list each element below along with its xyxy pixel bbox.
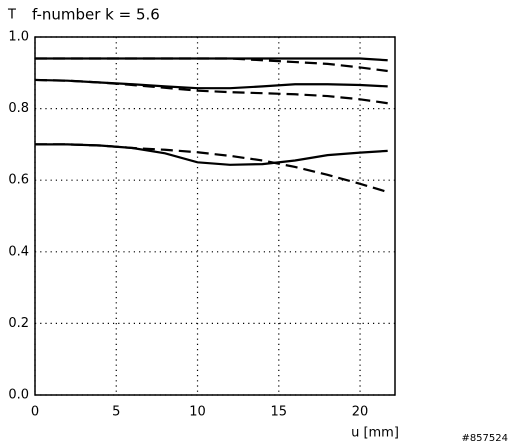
series-line — [34, 78, 388, 105]
series-line — [35, 57, 388, 73]
series-line — [35, 57, 388, 62]
x-tick-label: 20 — [352, 405, 369, 420]
series-line — [35, 143, 389, 194]
footer: #857524 — [461, 433, 508, 444]
y-tick-label: 0.2 — [8, 316, 29, 331]
y-axis-label: T — [7, 8, 16, 23]
y-tick-label: 1.0 — [8, 30, 29, 45]
x-tick-label: 15 — [271, 405, 288, 420]
x-tick-label: 5 — [112, 405, 120, 420]
series-line — [35, 143, 388, 166]
y-tick-label: 0.6 — [8, 173, 29, 188]
x-tick-label: 10 — [189, 405, 206, 420]
plot-frame — [34, 36, 396, 396]
series-line — [34, 78, 388, 90]
y-tick-label: 0.0 — [8, 388, 29, 403]
y-tick-label: 0.8 — [8, 101, 29, 116]
y-tick-label: 0.4 — [8, 244, 29, 259]
x-tick-label: 0 — [31, 405, 39, 420]
chart-title: f-number k = 5.6 — [32, 6, 160, 24]
x-axis-label: u [mm] — [351, 426, 399, 441]
